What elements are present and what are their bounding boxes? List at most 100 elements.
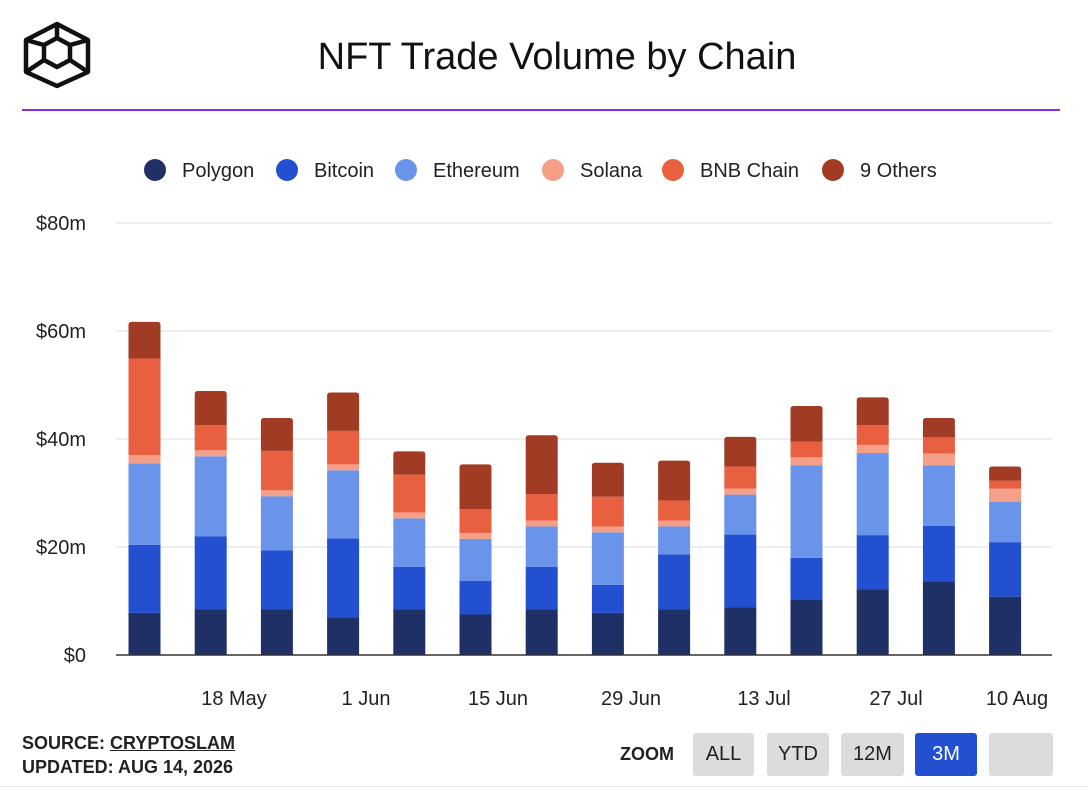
bar-segment-solana[interactable] <box>658 520 691 527</box>
bar-segment-bnb-chain[interactable] <box>790 441 823 458</box>
bar-segment-bnb-chain[interactable] <box>658 500 691 521</box>
bar-segment-bitcoin[interactable] <box>856 535 889 590</box>
bar-segment-ethereum[interactable] <box>790 465 823 558</box>
bar-segment-bnb-chain[interactable] <box>128 358 161 456</box>
bar-segment-polygon[interactable] <box>525 609 558 655</box>
bar-segment-solana[interactable] <box>128 455 161 464</box>
legend-item-bitcoin[interactable]: Bitcoin <box>276 159 374 182</box>
zoom-12m-button[interactable]: 12M <box>841 733 904 776</box>
bar-segment-ethereum[interactable] <box>525 526 558 567</box>
bar-segment-9-others[interactable] <box>658 460 691 501</box>
zoom-extra-button[interactable] <box>989 733 1053 776</box>
bar-segment-polygon[interactable] <box>989 596 1022 655</box>
bar-segment-ethereum[interactable] <box>260 496 293 551</box>
bar-segment-polygon[interactable] <box>724 607 757 655</box>
bar-segment-solana[interactable] <box>989 488 1022 502</box>
bar-segment-9-others[interactable] <box>525 435 558 495</box>
bar-segment-bnb-chain[interactable] <box>260 450 293 491</box>
bar-segment-ethereum[interactable] <box>922 465 955 526</box>
source-link[interactable]: CRYPTOSLAM <box>110 733 236 753</box>
bar-segment-polygon[interactable] <box>856 589 889 655</box>
bar-segment-9-others[interactable] <box>856 397 889 425</box>
bar-segment-ethereum[interactable] <box>128 463 161 545</box>
zoom-ytd-button[interactable]: YTD <box>767 733 829 776</box>
bar-segment-bnb-chain[interactable] <box>989 480 1022 489</box>
bar-segment-bitcoin[interactable] <box>591 584 624 613</box>
bar-segment-bnb-chain[interactable] <box>525 494 558 521</box>
bar-segment-solana[interactable] <box>856 444 889 454</box>
bar-segment-bitcoin[interactable] <box>525 566 558 610</box>
bar-segment-9-others[interactable] <box>194 390 227 425</box>
bar-segment-solana[interactable] <box>260 490 293 497</box>
bar-segment-bitcoin[interactable] <box>459 581 492 615</box>
bar-segment-bnb-chain[interactable] <box>922 437 955 454</box>
bar-segment-bitcoin[interactable] <box>128 544 161 613</box>
bar-segment-9-others[interactable] <box>393 451 426 475</box>
bar-segment-bitcoin[interactable] <box>393 566 426 610</box>
bar-segment-ethereum[interactable] <box>856 453 889 536</box>
bar-segment-9-others[interactable] <box>790 406 823 442</box>
legend-item-solana[interactable]: Solana <box>542 159 643 182</box>
y-tick-label: $40m <box>36 429 86 451</box>
bar-segment-solana[interactable] <box>525 520 558 527</box>
bar-segment-polygon[interactable] <box>591 612 624 655</box>
bar-segment-polygon[interactable] <box>128 612 161 655</box>
bar-segment-9-others[interactable] <box>459 464 492 510</box>
bar-segment-bitcoin[interactable] <box>194 536 227 610</box>
bar-segment-ethereum[interactable] <box>393 518 426 567</box>
bar-segment-9-others[interactable] <box>260 417 293 451</box>
bar-segment-polygon[interactable] <box>459 614 492 656</box>
bar-segment-bnb-chain[interactable] <box>856 424 889 445</box>
bar-segment-solana[interactable] <box>194 450 227 457</box>
bar-segment-polygon[interactable] <box>658 609 691 655</box>
bar-segment-9-others[interactable] <box>327 392 360 431</box>
bar-segment-9-others[interactable] <box>922 417 955 438</box>
bar-segment-polygon[interactable] <box>790 599 823 655</box>
legend-label: Bitcoin <box>314 160 374 182</box>
bar-segment-ethereum[interactable] <box>327 470 360 539</box>
bar-segment-bitcoin[interactable] <box>922 525 955 582</box>
legend-item-polygon[interactable]: Polygon <box>144 159 254 182</box>
bar-segment-bnb-chain[interactable] <box>194 424 227 451</box>
bar-segment-bnb-chain[interactable] <box>327 430 360 465</box>
bar-segment-polygon[interactable] <box>194 609 227 655</box>
legend-item-ethereum[interactable]: Ethereum <box>395 159 520 182</box>
bar-segment-ethereum[interactable] <box>194 456 227 537</box>
bar-segment-polygon[interactable] <box>327 617 360 655</box>
bar-segment-polygon[interactable] <box>260 609 293 655</box>
bar-segment-9-others[interactable] <box>724 436 757 467</box>
bar-segment-bitcoin[interactable] <box>658 554 691 610</box>
bar-segment-ethereum[interactable] <box>459 538 492 582</box>
bar-segment-bnb-chain[interactable] <box>393 474 426 513</box>
bar-segment-bnb-chain[interactable] <box>724 466 757 489</box>
bar-segment-polygon[interactable] <box>393 609 426 655</box>
y-tick-label: $80m <box>36 213 86 235</box>
zoom-3m-button[interactable]: 3M <box>915 733 977 776</box>
bar-segment-9-others[interactable] <box>989 466 1022 481</box>
bar-segment-solana[interactable] <box>393 512 426 519</box>
bar-segment-bitcoin[interactable] <box>790 557 823 600</box>
bar-segment-solana[interactable] <box>459 532 492 539</box>
legend-item-bnb-chain[interactable]: BNB Chain <box>662 159 799 182</box>
bar-segment-bitcoin[interactable] <box>724 534 757 608</box>
bar-segment-9-others[interactable] <box>128 321 161 359</box>
bar-segment-solana[interactable] <box>591 526 624 533</box>
bar-segment-solana[interactable] <box>922 453 955 466</box>
bar-segment-ethereum[interactable] <box>591 532 624 585</box>
bar-segment-solana[interactable] <box>790 457 823 466</box>
legend-item-9-others[interactable]: 9 Others <box>822 159 937 182</box>
bar-segment-bitcoin[interactable] <box>989 542 1022 597</box>
bar-segment-ethereum[interactable] <box>989 501 1022 543</box>
bar-segment-ethereum[interactable] <box>658 526 691 555</box>
bar-segment-bitcoin[interactable] <box>260 550 293 610</box>
bar-segment-ethereum[interactable] <box>724 494 757 535</box>
bar-segment-solana[interactable] <box>327 464 360 471</box>
bar-segment-polygon[interactable] <box>922 581 955 655</box>
bar-segment-bitcoin[interactable] <box>327 538 360 618</box>
bar-segment-bnb-chain[interactable] <box>459 509 492 533</box>
zoom-all-button[interactable]: ALL <box>693 733 754 776</box>
chart-legend: Polygon Bitcoin Ethereum Solana BNB Chain 9 O… <box>144 159 937 182</box>
bar-segment-solana[interactable] <box>724 488 757 495</box>
bar-segment-bnb-chain[interactable] <box>591 496 624 527</box>
bar-segment-9-others[interactable] <box>591 462 624 497</box>
